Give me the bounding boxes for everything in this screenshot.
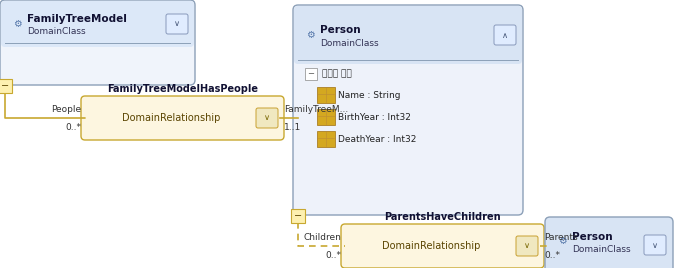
FancyBboxPatch shape xyxy=(317,87,335,103)
Text: DeathYear : Int32: DeathYear : Int32 xyxy=(338,136,417,144)
Text: People: People xyxy=(51,105,81,114)
FancyBboxPatch shape xyxy=(1,1,194,47)
Text: ∨: ∨ xyxy=(264,114,270,122)
FancyBboxPatch shape xyxy=(88,103,283,139)
FancyBboxPatch shape xyxy=(348,231,543,267)
FancyBboxPatch shape xyxy=(341,224,544,268)
FancyBboxPatch shape xyxy=(644,235,666,255)
Text: ⚙: ⚙ xyxy=(13,19,22,29)
Text: Children: Children xyxy=(303,233,341,241)
Text: Person: Person xyxy=(320,25,361,35)
FancyBboxPatch shape xyxy=(81,96,284,140)
FancyBboxPatch shape xyxy=(291,209,305,223)
Text: 1..1: 1..1 xyxy=(284,122,301,132)
Text: −: − xyxy=(294,211,302,221)
Text: ∨: ∨ xyxy=(174,20,180,28)
FancyBboxPatch shape xyxy=(8,8,193,83)
FancyBboxPatch shape xyxy=(516,236,538,256)
FancyBboxPatch shape xyxy=(293,5,523,215)
Text: DomainRelationship: DomainRelationship xyxy=(122,113,220,123)
Text: DomainClass: DomainClass xyxy=(320,39,379,47)
FancyBboxPatch shape xyxy=(317,109,335,125)
Text: Parents: Parents xyxy=(544,233,578,241)
FancyBboxPatch shape xyxy=(166,14,188,34)
FancyBboxPatch shape xyxy=(256,108,278,128)
Text: FamilyTreeModel: FamilyTreeModel xyxy=(27,14,127,24)
FancyBboxPatch shape xyxy=(294,6,522,64)
FancyBboxPatch shape xyxy=(301,13,521,213)
Text: 도메인 속성: 도메인 속성 xyxy=(322,69,352,79)
FancyBboxPatch shape xyxy=(0,0,195,85)
Text: DomainClass: DomainClass xyxy=(27,28,86,36)
Text: 0..*: 0..* xyxy=(65,122,81,132)
Text: −: − xyxy=(1,81,9,91)
Text: ∧: ∧ xyxy=(502,31,508,39)
Text: ⚙: ⚙ xyxy=(558,236,567,246)
Text: ⚙: ⚙ xyxy=(306,30,315,40)
Text: 0..*: 0..* xyxy=(544,251,560,259)
Text: Name : String: Name : String xyxy=(338,91,400,100)
FancyBboxPatch shape xyxy=(305,68,317,80)
FancyBboxPatch shape xyxy=(494,25,516,45)
Text: ParentsHaveChildren: ParentsHaveChildren xyxy=(384,212,501,222)
FancyBboxPatch shape xyxy=(545,217,673,268)
Text: DomainRelationship: DomainRelationship xyxy=(382,241,481,251)
FancyBboxPatch shape xyxy=(553,225,671,268)
FancyBboxPatch shape xyxy=(317,131,335,147)
Text: FamilyTreeModelHasPeople: FamilyTreeModelHasPeople xyxy=(107,84,258,94)
Text: ∨: ∨ xyxy=(524,241,530,251)
Text: −: − xyxy=(307,69,315,79)
FancyBboxPatch shape xyxy=(0,79,12,93)
Text: DomainClass: DomainClass xyxy=(572,245,631,255)
Text: BirthYear : Int32: BirthYear : Int32 xyxy=(338,114,411,122)
Text: 0..*: 0..* xyxy=(325,251,341,259)
Text: FamilyTreeM...: FamilyTreeM... xyxy=(284,105,348,114)
Text: ∨: ∨ xyxy=(652,240,658,250)
Text: Person: Person xyxy=(572,232,613,242)
